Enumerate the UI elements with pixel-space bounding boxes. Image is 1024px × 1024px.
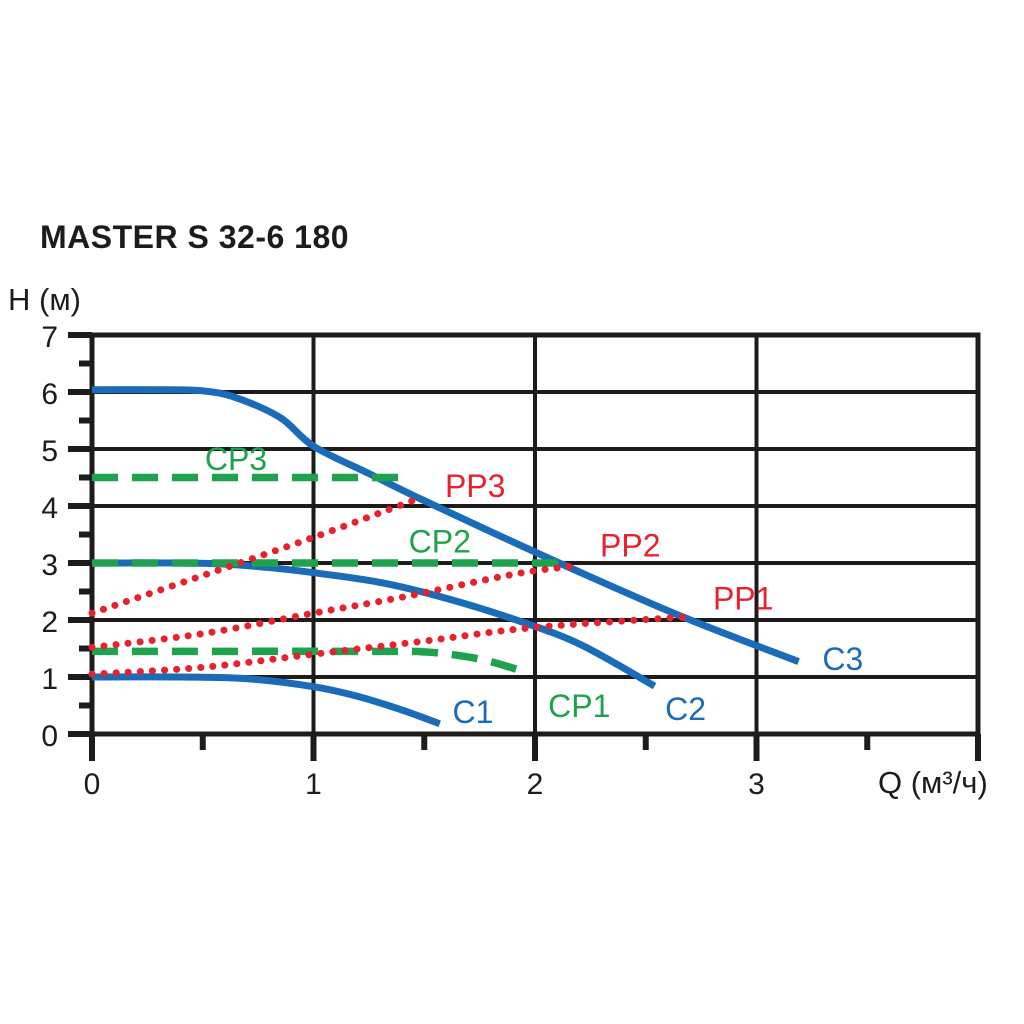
- y-tick-label: 2: [41, 606, 58, 639]
- curve-C1: [91, 673, 441, 728]
- y-tick-label: 6: [41, 378, 58, 411]
- y-tick-label: 3: [41, 549, 58, 582]
- x-tick-label: 2: [527, 768, 544, 801]
- curve-PP1: [88, 613, 687, 678]
- curve-CP1: [91, 647, 530, 677]
- x-tick-label: 3: [748, 768, 765, 801]
- x-tick-label: 1: [305, 768, 322, 801]
- curve-PP3: [88, 494, 424, 617]
- curve-label-PP1: PP1: [713, 581, 773, 617]
- curve-label-PP3: PP3: [445, 468, 505, 504]
- plot-area: 0 1 2 3 4 5 6 7 0 1 2 3 C3 C2 C1 CP3 CP2 CP1 PP3 PP2 PP1: [41, 321, 981, 801]
- curve-label-C1: C1: [453, 694, 494, 730]
- curve-label-CP3: CP3: [205, 441, 267, 477]
- y-tick-label: 4: [41, 492, 58, 525]
- curve-label-C2: C2: [665, 691, 706, 727]
- curve-PP2: [88, 562, 574, 651]
- curve-C3: [91, 386, 800, 665]
- chart-title: MASTER S 32-6 180: [40, 219, 350, 255]
- y-tick-label: 0: [41, 720, 58, 753]
- y-tick-label: 1: [41, 663, 58, 696]
- x-axis-title: Q (м³/ч): [878, 765, 988, 800]
- curve-label-PP2: PP2: [600, 528, 660, 564]
- y-axis-title: H (м): [8, 282, 81, 317]
- x-tick-label: 0: [84, 768, 101, 801]
- curve-label-C3: C3: [822, 641, 863, 677]
- y-tick-label: 5: [41, 435, 58, 468]
- curve-label-CP1: CP1: [548, 688, 610, 724]
- curve-C2: [91, 559, 657, 690]
- curve-label-CP2: CP2: [409, 524, 471, 560]
- y-tick-label: 7: [41, 321, 58, 354]
